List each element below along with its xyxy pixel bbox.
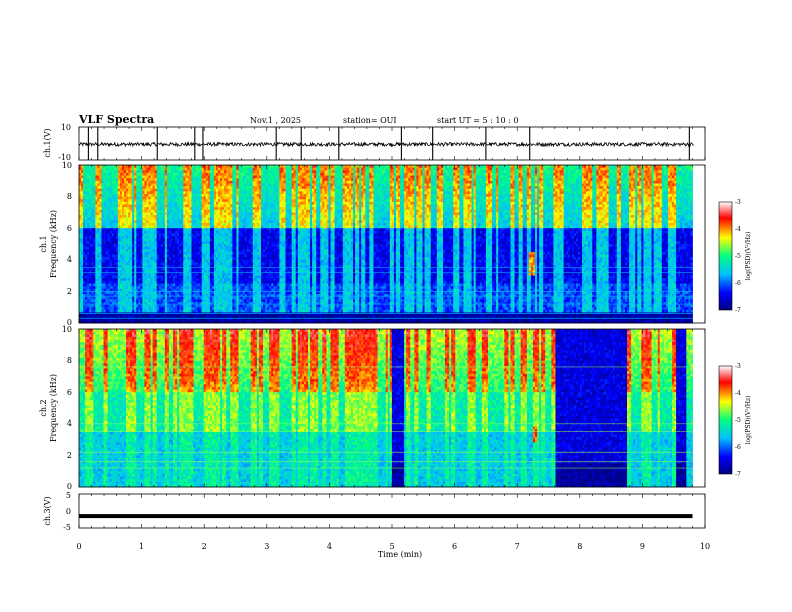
ch1-ylabel: ch.1(V): [43, 128, 52, 157]
ch1-waveform-trace: [79, 127, 694, 160]
ch1-ytick-top: 10: [61, 123, 71, 132]
ch1-spectrogram-panel: 0 2 4 6 8 10 ch.1 Frequency (kHz) -3 -4 …: [39, 161, 752, 327]
ch1-waveform-line: [79, 143, 694, 147]
date-label: Nov.1 , 2025: [250, 116, 301, 125]
start-time-label: start UT = 5 : 10 : 0: [437, 116, 518, 125]
figure-title: VLF Spectra: [78, 113, 154, 126]
ch1-spectrogram-image: [79, 165, 693, 323]
station-label: station= OUI: [343, 116, 397, 125]
ch1-waveform-panel: 10 -10 ch.1(V): [43, 123, 705, 162]
